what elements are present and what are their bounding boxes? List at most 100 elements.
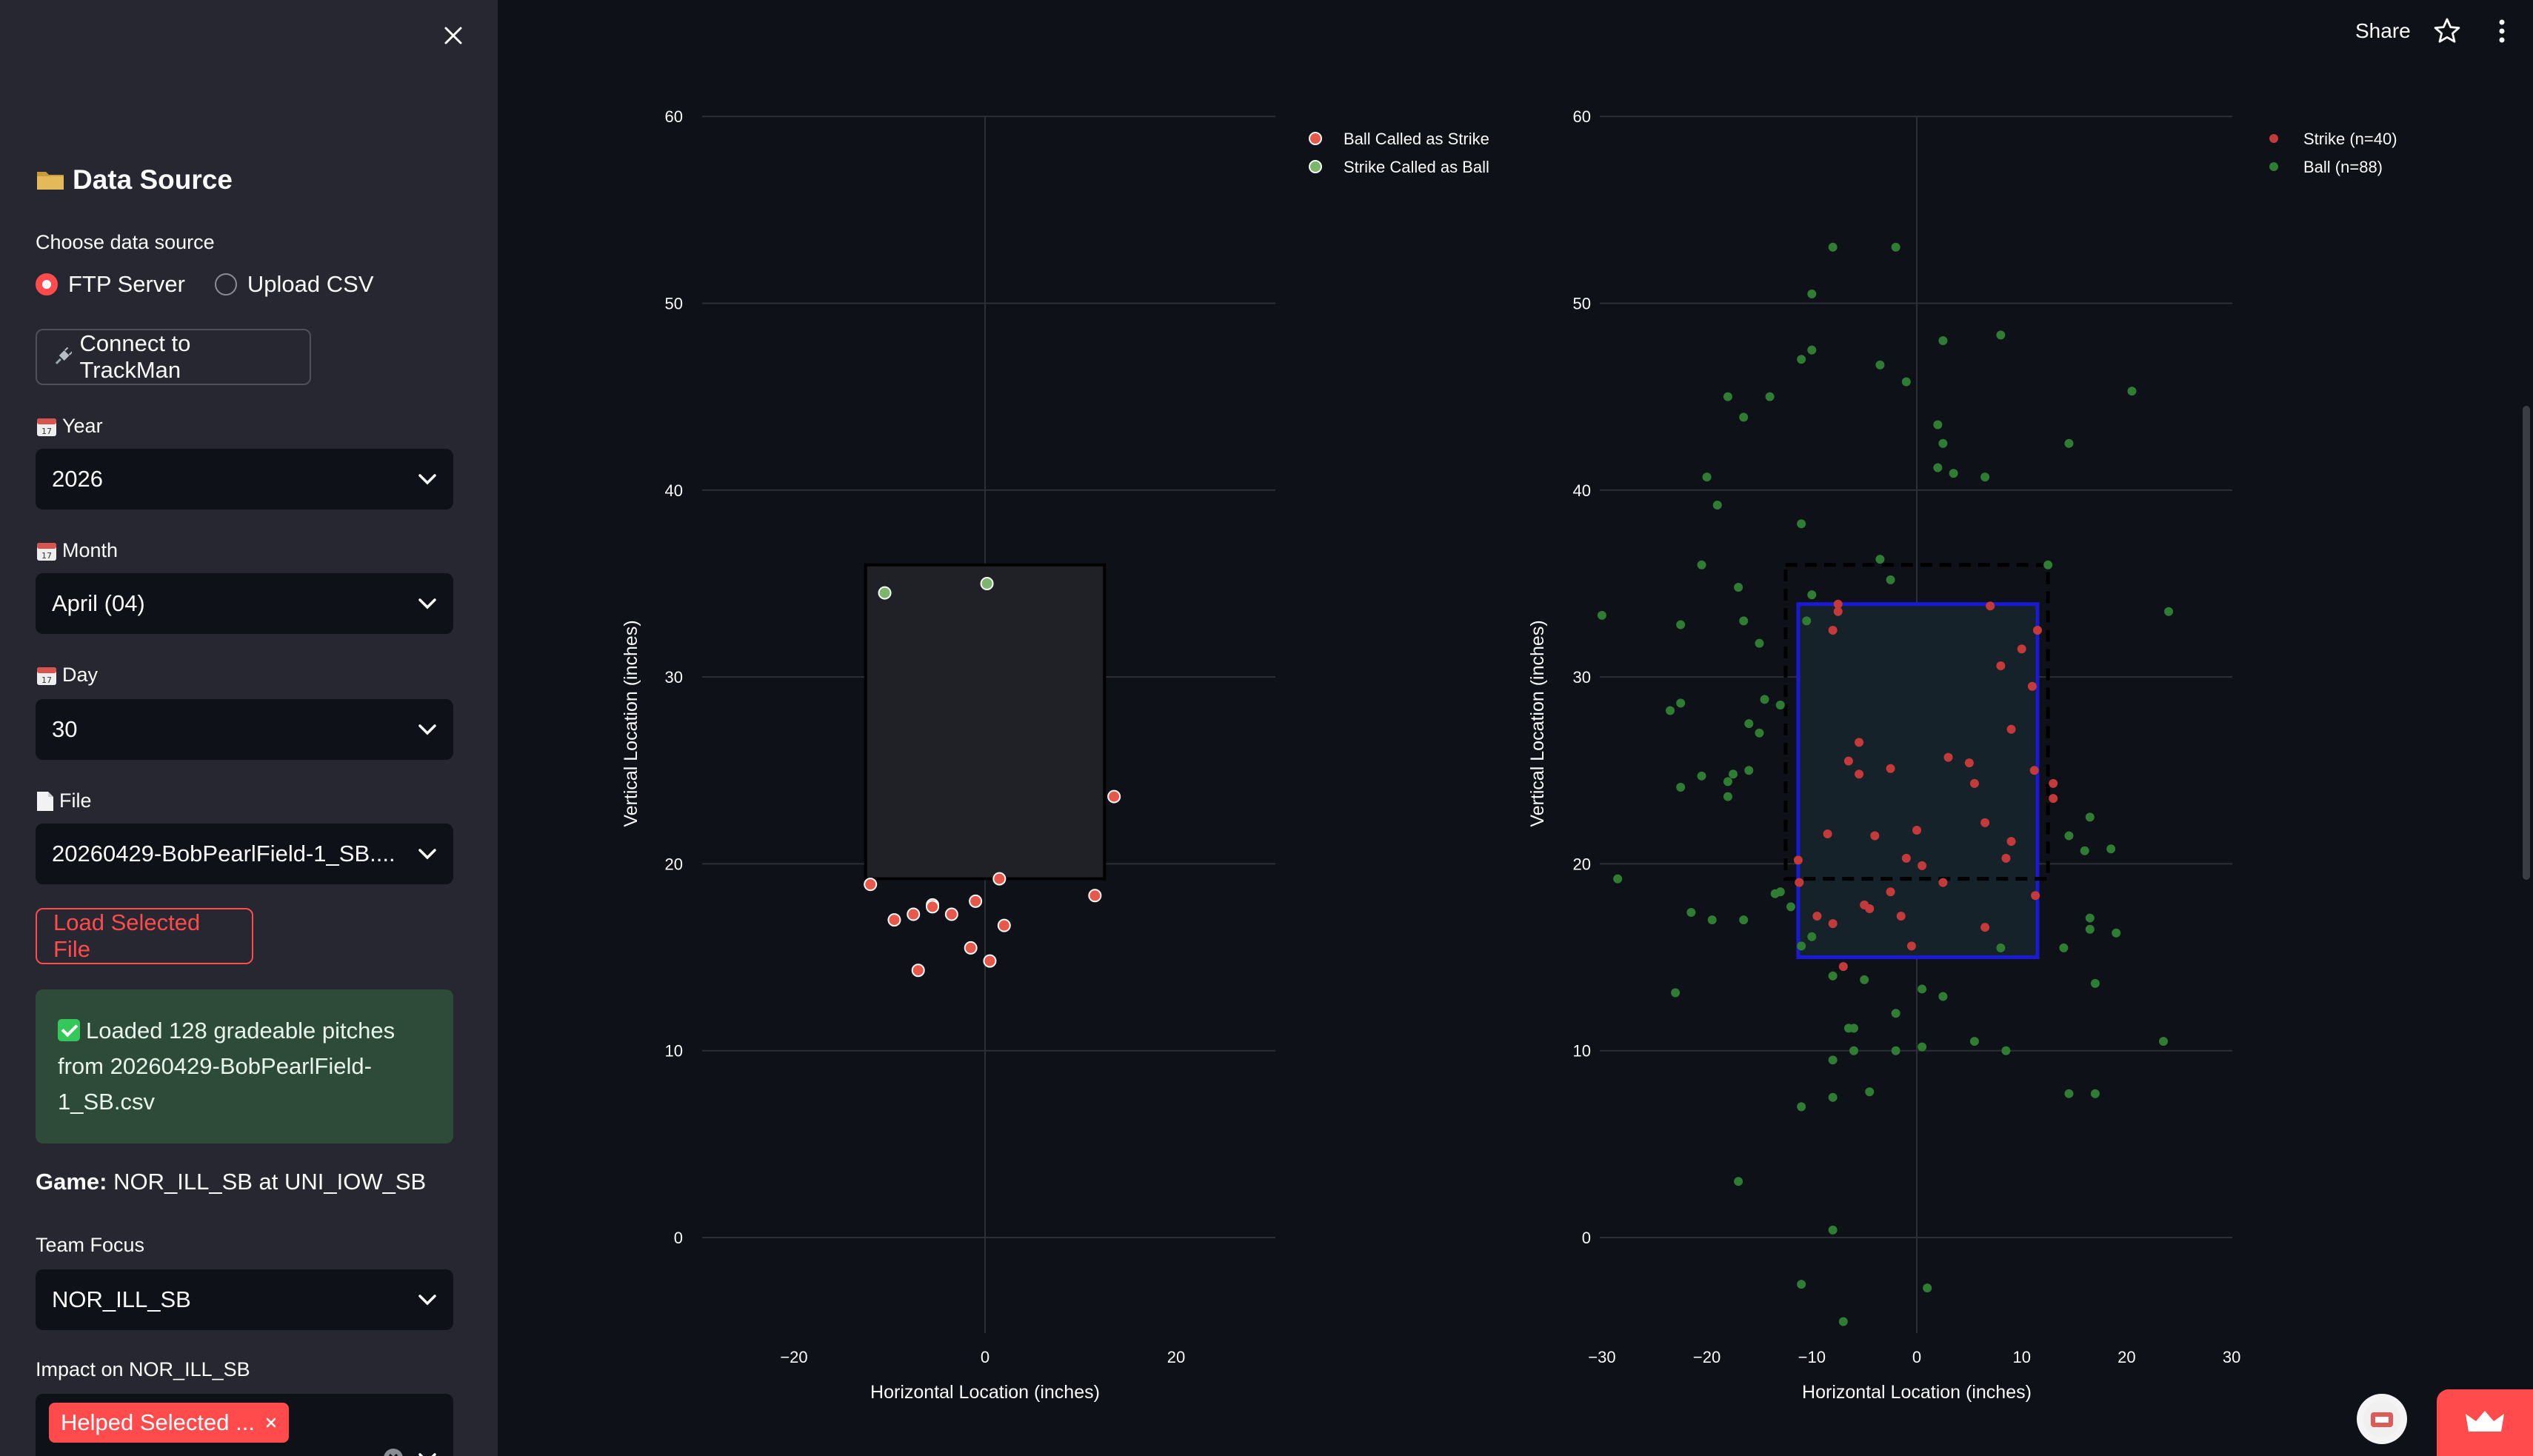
data-point [1833, 599, 1843, 609]
data-point [911, 964, 925, 978]
data-point [2064, 831, 2074, 841]
data-point [1697, 560, 1706, 570]
day-label: 17 Day [36, 664, 98, 687]
main-scrollbar[interactable] [2523, 406, 2530, 880]
data-point [2112, 928, 2121, 938]
game-value: NOR_ILL_SB at UNI_IOW_SB [113, 1169, 427, 1195]
chevron-down-icon [418, 849, 436, 860]
y-tick-label: 60 [665, 107, 683, 126]
x-tick-label: 20 [2117, 1348, 2135, 1366]
data-point [1855, 738, 1864, 747]
data-point [1828, 1225, 1838, 1235]
month-select[interactable]: April (04) [36, 573, 453, 634]
day-select[interactable]: 30 [36, 699, 453, 760]
data-point [2127, 387, 2137, 396]
day-label-text: Day [62, 664, 99, 686]
data-point [969, 894, 983, 908]
data-point [2064, 438, 2074, 448]
radio-upload-label: Upload CSV [247, 271, 374, 297]
data-point [1980, 923, 1990, 932]
data-point [1723, 392, 1732, 401]
y-tick-label: 30 [1573, 668, 1591, 687]
file-label-text: File [59, 789, 92, 812]
share-button[interactable]: Share [2355, 19, 2411, 42]
x-tick-label: 0 [1912, 1348, 1921, 1366]
data-point [1833, 607, 1843, 616]
data-point [1828, 242, 1838, 252]
data-point [1969, 778, 1979, 788]
calendar-icon: 17 [37, 667, 56, 685]
data-point [1802, 616, 1812, 626]
data-point [2106, 844, 2116, 854]
data-point [1896, 912, 1906, 921]
avatar[interactable] [2357, 1394, 2407, 1444]
data-point [926, 900, 940, 914]
load-file-label: Load Selected File [53, 909, 201, 962]
data-point [1807, 345, 1817, 355]
data-point [964, 941, 978, 955]
data-point [1980, 472, 1990, 482]
data-point [1676, 698, 1686, 708]
radio-ftp-server[interactable]: FTP Server [36, 271, 185, 298]
impact-tag[interactable]: Helped Selected ... [49, 1403, 289, 1443]
data-point [1597, 610, 1606, 620]
legend-label: Strike Called as Ball [1344, 158, 1489, 176]
svg-text:17: 17 [41, 551, 52, 561]
svg-text:17: 17 [41, 675, 52, 685]
close-sidebar-button[interactable] [434, 16, 473, 55]
game-label: Game: [36, 1169, 107, 1195]
data-point [1986, 601, 1995, 611]
y-tick-label: 0 [674, 1229, 683, 1247]
x-axis-label: Horizontal Location (inches) [870, 1382, 1100, 1403]
data-point [1901, 377, 1911, 387]
load-selected-file-button[interactable]: Load Selected File [36, 908, 253, 964]
data-point [1933, 463, 1943, 472]
file-select[interactable]: 20260429-BobPearlField-1_SB.... [36, 824, 453, 884]
data-point [1697, 771, 1706, 781]
y-tick-label: 40 [1573, 481, 1591, 500]
data-point [1891, 1009, 1900, 1018]
team-focus-label: Team Focus [36, 1234, 144, 1257]
strike-zone [864, 563, 1107, 881]
y-tick-label: 20 [1573, 855, 1591, 873]
team-focus-select[interactable]: NOR_ILL_SB [36, 1269, 453, 1330]
data-point [1865, 904, 1875, 913]
data-point [1870, 831, 1880, 841]
radio-selected-icon [36, 273, 58, 295]
data-point [1744, 719, 1754, 729]
data-point [1807, 590, 1817, 600]
x-tick-label: 10 [2012, 1348, 2030, 1366]
remove-tag-icon[interactable] [265, 1417, 277, 1429]
data-point [1812, 912, 1822, 921]
radio-upload-csv[interactable]: Upload CSV [214, 271, 374, 298]
y-tick-label: 20 [665, 855, 683, 873]
data-point [1838, 962, 1848, 972]
data-point [997, 918, 1011, 932]
data-point [2085, 924, 2095, 934]
data-point [907, 907, 921, 921]
kebab-menu-icon[interactable] [2487, 16, 2517, 46]
data-point [1765, 392, 1775, 401]
data-point [1875, 360, 1885, 370]
data-point [1886, 575, 1895, 584]
star-icon[interactable] [2432, 16, 2462, 46]
data-point [1996, 943, 2006, 952]
data-point [944, 907, 958, 921]
data-point [2085, 913, 2095, 923]
data-point [1918, 984, 1927, 994]
file-icon [37, 791, 53, 811]
data-point [2164, 607, 2174, 616]
impact-multiselect[interactable]: Helped Selected ... [36, 1394, 453, 1456]
data-point [1843, 756, 1853, 766]
data-point [1938, 438, 1948, 448]
data-point [1775, 887, 1785, 897]
data-point [1906, 941, 1916, 951]
year-select[interactable]: 2026 [36, 449, 453, 510]
data-point [1891, 1046, 1900, 1055]
choose-source-label: Choose data source [36, 231, 215, 254]
data-point [1865, 1087, 1875, 1097]
streamlit-badge-button[interactable] [2437, 1389, 2533, 1456]
data-point [1723, 792, 1732, 801]
connect-trackman-button[interactable]: Connect to TrackMan [36, 329, 311, 385]
legend-marker [1309, 132, 1322, 145]
